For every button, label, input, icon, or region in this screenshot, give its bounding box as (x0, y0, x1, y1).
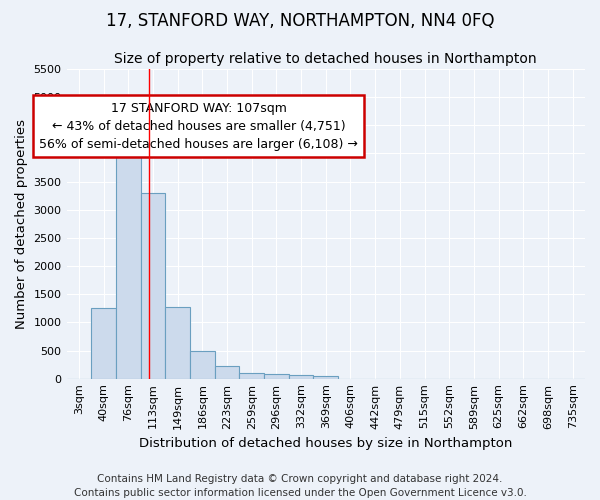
Y-axis label: Number of detached properties: Number of detached properties (15, 119, 28, 329)
Text: 17 STANFORD WAY: 107sqm
← 43% of detached houses are smaller (4,751)
56% of semi: 17 STANFORD WAY: 107sqm ← 43% of detache… (40, 102, 358, 150)
Title: Size of property relative to detached houses in Northampton: Size of property relative to detached ho… (115, 52, 537, 66)
Bar (264, 374, 289, 378)
Text: Contains HM Land Registry data © Crown copyright and database right 2024.
Contai: Contains HM Land Registry data © Crown c… (74, 474, 526, 498)
Bar (289, 376, 313, 378)
Bar (313, 376, 338, 378)
Bar (165, 307, 190, 378)
Bar (91, 308, 116, 378)
Bar (116, 134, 140, 378)
Text: 17, STANFORD WAY, NORTHAMPTON, NN4 0FQ: 17, STANFORD WAY, NORTHAMPTON, NN4 0FQ (106, 12, 494, 30)
X-axis label: Distribution of detached houses by size in Northampton: Distribution of detached houses by size … (139, 437, 512, 450)
Bar (190, 351, 215, 378)
Bar (239, 373, 264, 378)
Bar (140, 193, 165, 378)
Bar (215, 366, 239, 378)
